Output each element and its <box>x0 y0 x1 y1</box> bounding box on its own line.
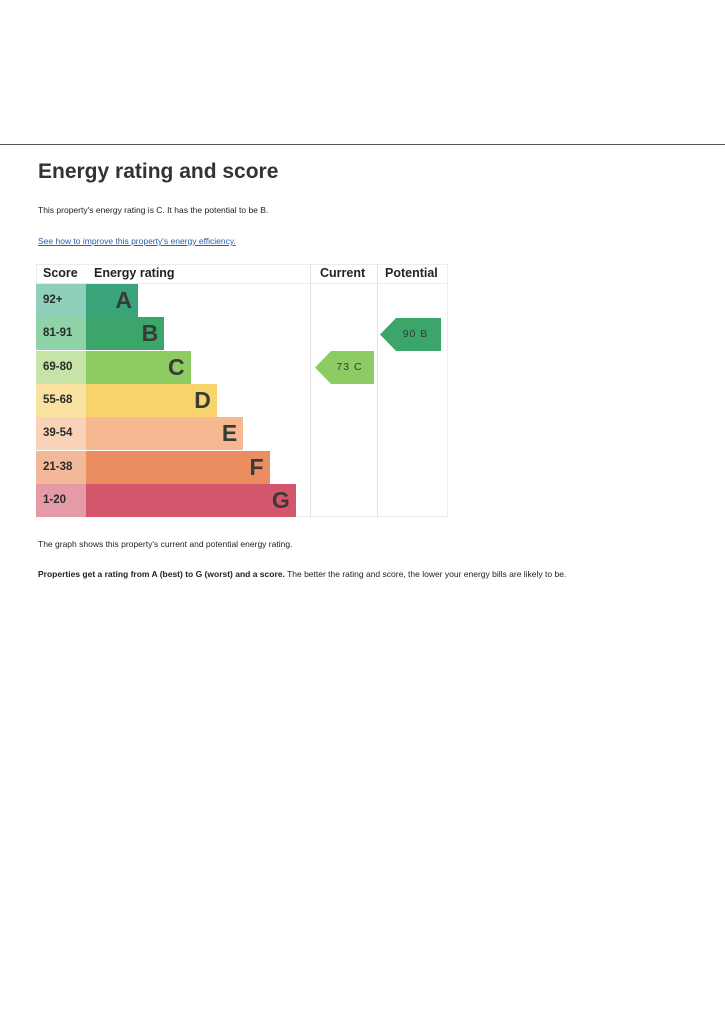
header-divider <box>36 283 448 284</box>
current-rating-arrow: 73 C <box>315 351 374 385</box>
band-bar-b: B <box>86 317 165 351</box>
band-bar-e: E <box>86 417 244 451</box>
potential-rating-arrow: 90 B <box>380 317 441 351</box>
band-letter-a: A <box>115 287 132 313</box>
band-score-b: 81-91 <box>36 317 86 351</box>
band-row-f: 21-38 F <box>36 450 306 484</box>
band-bar-g: G <box>86 483 296 517</box>
potential-header: Potential <box>385 266 438 280</box>
band-letter-f: F <box>249 453 264 480</box>
current-rating-arrow-label: 73 C <box>336 361 363 374</box>
chart-caption: The graph shows this property's current … <box>38 539 293 549</box>
improve-efficiency-link[interactable]: See how to improve this property's energ… <box>38 236 236 246</box>
band-row-e: 39-54 E <box>36 417 306 451</box>
rating-explanation-bold: Properties get a rating from A (best) to… <box>38 569 285 579</box>
energy-rating-chart: Score Energy rating Current Potential 92… <box>36 264 448 517</box>
rating-explanation-text: The better the rating and score, the low… <box>284 569 567 579</box>
current-header: Current <box>320 266 366 280</box>
band-score-c: 69-80 <box>36 350 86 384</box>
current-rating-arrow-shape <box>315 351 374 385</box>
band-score-f: 21-38 <box>36 450 86 484</box>
band-score-g: 1-20 <box>36 483 86 517</box>
band-bar-d: D <box>86 383 217 417</box>
band-row-b: 81-91 B <box>36 317 306 351</box>
band-letter-b: B <box>141 320 159 347</box>
energy-rating-header: Energy rating <box>94 266 175 280</box>
band-row-c: 69-80 C <box>36 350 306 384</box>
potential-rating-arrow-shape <box>380 317 441 351</box>
current-column-divider <box>310 264 311 517</box>
rating-explanation: Properties get a rating from A (best) to… <box>38 569 708 579</box>
potential-column-divider <box>377 264 378 517</box>
band-bar-c: C <box>86 350 191 384</box>
potential-rating-arrow-label: 90 B <box>402 327 429 340</box>
band-row-a: 92+ A <box>36 284 306 317</box>
band-score-a: 92+ <box>36 284 86 317</box>
band-letter-g: G <box>271 486 290 513</box>
page-title: Energy rating and score <box>38 160 279 183</box>
band-bar-f: F <box>86 450 270 484</box>
band-letter-e: E <box>221 420 238 447</box>
band-row-g: 1-20 G <box>36 483 306 517</box>
band-letter-d: D <box>194 386 211 413</box>
score-header: Score <box>43 266 78 280</box>
rating-summary: This property's energy rating is C. It h… <box>38 205 269 215</box>
band-score-d: 55-68 <box>36 383 86 417</box>
band-letter-c: C <box>167 353 185 380</box>
band-score-e: 39-54 <box>36 417 86 451</box>
top-divider <box>0 144 725 145</box>
band-row-d: 55-68 D <box>36 383 306 417</box>
band-bar-a: A <box>86 284 138 317</box>
